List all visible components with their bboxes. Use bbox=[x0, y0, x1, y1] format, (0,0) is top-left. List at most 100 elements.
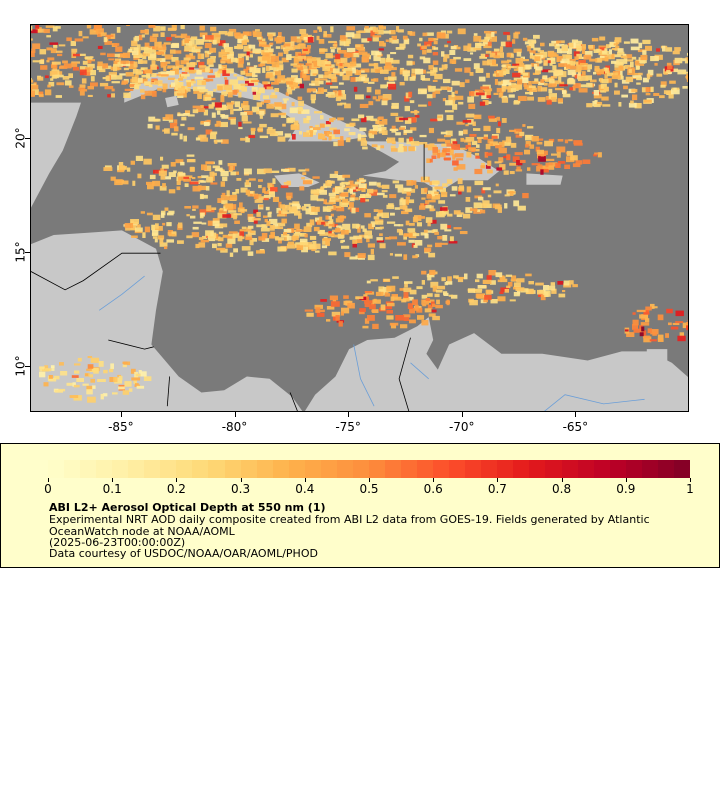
aod-pixel bbox=[271, 170, 280, 173]
aod-pixel bbox=[222, 214, 232, 218]
aod-pixel bbox=[463, 129, 468, 135]
aod-pixel bbox=[210, 231, 214, 237]
aod-pixel bbox=[143, 47, 152, 54]
aod-pixel bbox=[357, 134, 366, 138]
aod-pixel bbox=[266, 103, 275, 109]
aod-pixel bbox=[220, 181, 225, 187]
aod-pixel bbox=[359, 308, 366, 312]
aod-pixel bbox=[252, 218, 261, 221]
aod-pixel bbox=[423, 57, 431, 64]
map-panel[interactable] bbox=[30, 24, 689, 412]
aod-pixel bbox=[582, 159, 591, 164]
aod-pixel bbox=[318, 133, 326, 140]
aod-pixel bbox=[206, 205, 212, 212]
aod-pixel bbox=[260, 41, 267, 45]
aod-pixel bbox=[506, 154, 511, 161]
colorbar-tick-mark bbox=[176, 478, 178, 482]
aod-pixel bbox=[552, 65, 557, 71]
aod-pixel bbox=[566, 54, 572, 59]
aod-pixel bbox=[318, 39, 325, 44]
aod-pixel bbox=[437, 138, 446, 142]
aod-pixel bbox=[405, 220, 410, 226]
aod-pixel bbox=[595, 58, 603, 63]
aod-pixel bbox=[419, 56, 426, 60]
aod-pixel bbox=[392, 296, 402, 301]
aod-pixel bbox=[464, 67, 471, 73]
colorbar-tick-mark bbox=[304, 478, 306, 482]
aod-pixel bbox=[342, 174, 351, 178]
aod-pixel bbox=[131, 377, 141, 381]
aod-pixel bbox=[166, 239, 174, 243]
aod-pixel bbox=[184, 67, 190, 73]
aod-pixel bbox=[575, 69, 582, 73]
aod-pixel bbox=[284, 133, 291, 138]
aod-pixel bbox=[177, 240, 184, 244]
aod-pixel bbox=[516, 79, 523, 85]
aod-pixel bbox=[550, 96, 557, 102]
aod-pixel bbox=[303, 132, 312, 137]
aod-pixel bbox=[474, 89, 484, 94]
aod-pixel bbox=[373, 216, 380, 220]
aod-pixel bbox=[226, 236, 233, 239]
aod-pixel bbox=[114, 377, 123, 384]
aod-pixel bbox=[624, 329, 629, 332]
aod-pixel bbox=[175, 60, 180, 66]
aod-pixel bbox=[586, 82, 593, 88]
aod-pixel bbox=[233, 248, 238, 253]
aod-pixel bbox=[548, 138, 555, 143]
aod-pixel bbox=[495, 272, 503, 278]
aod-pixel bbox=[219, 121, 228, 128]
aod-pixel bbox=[79, 84, 86, 88]
aod-pixel bbox=[249, 54, 253, 58]
aod-pixel bbox=[71, 375, 79, 378]
y-tick-mark bbox=[25, 366, 30, 368]
aod-pixel bbox=[294, 223, 300, 230]
aod-pixel bbox=[63, 63, 72, 69]
aod-pixel bbox=[337, 139, 344, 146]
aod-pixel bbox=[253, 65, 258, 68]
river-line bbox=[353, 344, 375, 407]
aod-pixel bbox=[260, 228, 270, 232]
aod-pixel bbox=[281, 168, 290, 172]
aod-pixel bbox=[241, 246, 251, 251]
aod-pixel bbox=[162, 87, 167, 93]
aod-pixel bbox=[134, 84, 140, 90]
aod-pixel bbox=[111, 88, 115, 92]
aod-pixel bbox=[333, 129, 340, 135]
aod-pixel bbox=[135, 227, 143, 232]
aod-pixel bbox=[327, 205, 334, 209]
aod-pixel bbox=[487, 169, 493, 174]
aod-pixel bbox=[95, 28, 104, 34]
aod-pixel bbox=[328, 73, 336, 79]
aod-pixel bbox=[240, 209, 248, 212]
aod-pixel bbox=[393, 224, 400, 227]
aod-pixel bbox=[632, 94, 638, 101]
aod-pixel bbox=[442, 148, 451, 153]
aod-pixel bbox=[228, 231, 238, 234]
aod-pixel bbox=[459, 82, 465, 88]
aod-pixel bbox=[356, 70, 362, 76]
aod-pixel bbox=[527, 39, 536, 44]
aod-pixel bbox=[390, 145, 396, 150]
aod-pixel bbox=[278, 32, 282, 38]
aod-pixel bbox=[515, 134, 523, 138]
aod-pixel bbox=[387, 137, 396, 144]
aod-pixel bbox=[31, 29, 38, 34]
aod-pixel bbox=[329, 134, 335, 139]
aod-pixel bbox=[453, 210, 461, 215]
aod-pixel bbox=[200, 239, 209, 243]
aod-pixel bbox=[121, 63, 131, 67]
aod-pixel bbox=[74, 38, 84, 42]
aod-pixel bbox=[516, 278, 525, 283]
aod-pixel bbox=[414, 240, 423, 246]
aod-pixel bbox=[505, 41, 512, 48]
aod-pixel bbox=[368, 181, 377, 186]
aod-pixel bbox=[313, 226, 320, 232]
aod-pixel bbox=[228, 28, 237, 33]
aod-pixel bbox=[306, 222, 313, 228]
aod-pixel bbox=[370, 68, 377, 73]
aod-pixel bbox=[278, 238, 282, 244]
aod-pixel bbox=[532, 80, 539, 84]
aod-pixel bbox=[493, 55, 500, 59]
aod-pixel bbox=[412, 299, 418, 305]
